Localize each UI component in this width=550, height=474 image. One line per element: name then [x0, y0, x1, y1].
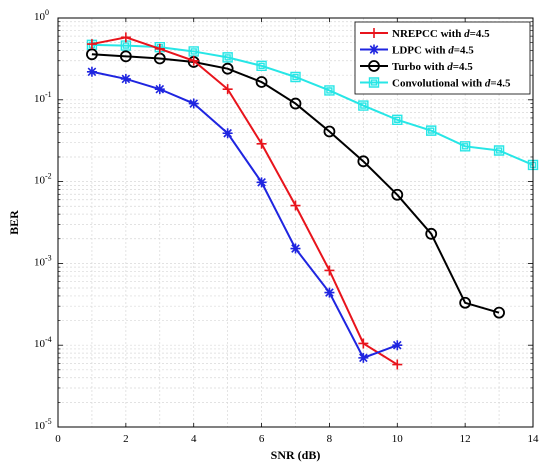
x-tick-label: 0 [55, 433, 61, 445]
x-tick-label: 6 [259, 433, 265, 445]
data-point [255, 76, 268, 88]
data-point [426, 125, 437, 136]
x-tick-label: 10 [392, 433, 404, 445]
data-point [222, 84, 233, 95]
data-point [188, 98, 199, 109]
x-tick-label: 14 [528, 433, 540, 445]
series-0 [86, 32, 403, 370]
x-axis-label: SNR (dB) [271, 448, 321, 462]
data-point [459, 296, 472, 309]
data-point [358, 338, 369, 349]
x-tick-label: 4 [191, 433, 197, 445]
legend-label: LDPC with d=4.5 [392, 45, 474, 57]
series-2 [86, 48, 505, 319]
y-tick-label: 10-1 [34, 90, 52, 105]
plot-frame [57, 17, 534, 428]
series-line [91, 36, 398, 366]
data-point [369, 28, 379, 38]
data-point [290, 71, 301, 83]
data-point [86, 48, 98, 61]
legend-label: NREPCC with d=4.5 [392, 28, 490, 40]
y-tick-label: 10-2 [34, 172, 52, 187]
y-tick-label: 100 [34, 8, 49, 23]
y-tick-label: 10-3 [34, 253, 52, 268]
data-point [222, 128, 233, 139]
legend-entry: Turbo with d=4.5 [360, 60, 473, 73]
data-point [459, 141, 471, 152]
data-point [392, 340, 403, 351]
legend-entry: NREPCC with d=4.5 [360, 28, 490, 40]
data-point [368, 77, 380, 88]
data-point [323, 125, 336, 138]
y-tick-label: 10-5 [34, 417, 52, 432]
data-point [120, 40, 132, 51]
series-line [91, 53, 500, 314]
data-point [154, 43, 165, 54]
data-point [425, 227, 438, 240]
legend-entry: LDPC with d=4.5 [360, 44, 474, 57]
data-point [358, 100, 369, 111]
data-point [493, 145, 505, 156]
data-point [391, 188, 404, 201]
axes: 0 2 4 6 8 10 12 14 10-5 10-4 10-3 10-2 10-1 100 [34, 8, 539, 445]
data-point [120, 73, 131, 84]
x-tick-label: 2 [123, 433, 129, 445]
data-point [290, 200, 301, 211]
data-point [358, 352, 369, 363]
series-line [91, 70, 398, 360]
data-point [290, 243, 301, 254]
data-point [221, 62, 234, 75]
data-point [86, 39, 98, 51]
data-point [369, 44, 379, 55]
data-point [324, 85, 335, 96]
data-point [527, 159, 539, 171]
data-point [289, 97, 302, 110]
data-point [120, 32, 131, 43]
data-point [368, 60, 380, 72]
legend-entry: Convolutional with d=4.5 [360, 77, 511, 90]
legend-label: Convolutional with d=4.5 [392, 78, 511, 90]
series-1 [86, 66, 403, 363]
data-point [324, 265, 335, 276]
data-point [86, 66, 97, 77]
data-point [188, 46, 199, 57]
y-axis-label: BER [7, 210, 21, 235]
data-point [357, 155, 370, 168]
x-tick-label: 12 [460, 433, 471, 445]
data-point [324, 287, 335, 298]
series-line [91, 43, 534, 166]
legend: NREPCC with d=4.5 LDPC with d=4.5 Turbo wi… [354, 21, 531, 95]
data-point [256, 177, 267, 188]
data-point [256, 138, 267, 149]
x-tick-label: 8 [327, 433, 333, 445]
data-point [493, 306, 505, 319]
data-point [154, 84, 165, 95]
data-point [392, 359, 403, 370]
data-point [392, 114, 403, 125]
legend-label: Turbo with d=4.5 [392, 61, 473, 73]
series-3 [86, 39, 539, 171]
data-point [188, 55, 199, 66]
data-point [119, 50, 132, 63]
data-point [86, 39, 97, 50]
data-point [222, 52, 233, 63]
y-tick-label: 10-4 [34, 335, 52, 350]
series-layer [86, 32, 539, 370]
data-point [256, 60, 267, 72]
